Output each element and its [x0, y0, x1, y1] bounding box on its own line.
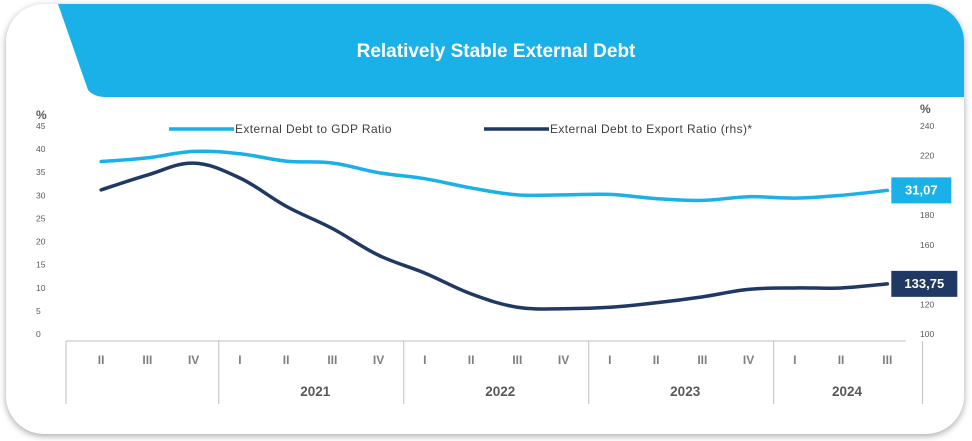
- left-tick-label: 10: [36, 283, 46, 293]
- title-banner: [58, 4, 964, 97]
- right-tick-label: 100: [920, 329, 934, 339]
- left-tick-label: 0: [36, 329, 41, 339]
- series-lines: [99, 149, 890, 311]
- legend-label-gdp: External Debt to GDP Ratio: [235, 122, 392, 136]
- quarter-label: I: [793, 353, 796, 367]
- quarter-label: I: [238, 353, 241, 367]
- legend: External Debt to GDP Ratio External Debt…: [169, 122, 752, 136]
- quarter-label: IV: [188, 353, 199, 367]
- quarter-label: II: [653, 353, 660, 367]
- quarter-label: III: [882, 353, 892, 367]
- year-label: 2021: [300, 384, 331, 399]
- left-tick-label: 5: [36, 306, 41, 316]
- year-label: 2024: [832, 384, 863, 399]
- left-tick-label: 30: [36, 190, 46, 200]
- left-tick-label: 15: [36, 260, 46, 270]
- quarter-label: II: [838, 353, 845, 367]
- right-tick-label: 160: [920, 240, 934, 250]
- legend-label-export: External Debt to Export Ratio (rhs)*: [550, 122, 752, 136]
- end-label-box: [891, 177, 952, 204]
- right-tick-label: 120: [920, 299, 934, 309]
- quarter-label: I: [608, 353, 611, 367]
- year-label: 2022: [485, 384, 515, 399]
- right-tick-label: 180: [920, 210, 934, 220]
- export-ratio-line: [99, 161, 890, 311]
- quarter-label: III: [512, 353, 522, 367]
- end-value-labels: 31,07 133,75: [891, 177, 958, 297]
- right-tick-label: 240: [920, 121, 934, 131]
- left-tick-label: 25: [36, 213, 46, 223]
- x-axis-categories: II III IV I II III IV I II III IV I II III IV I II III202…: [65, 340, 923, 404]
- end-label-text: 31,07: [905, 182, 938, 197]
- export-end-label: 133,75: [891, 270, 958, 297]
- left-axis-unit: %: [36, 108, 47, 122]
- chart-card: Relatively Stable External Debt % % Exte…: [6, 4, 964, 434]
- right-tick-label: 220: [920, 151, 934, 161]
- quarter-label: I: [423, 353, 426, 367]
- quarter-label: III: [697, 353, 707, 367]
- quarter-label: II: [283, 353, 290, 367]
- quarter-label: II: [98, 353, 105, 367]
- left-tick-label: 20: [36, 237, 46, 247]
- gdp-end-label: 31,07: [891, 177, 952, 204]
- gdp-ratio-line: [99, 149, 890, 203]
- right-axis-ticks: 100120140160180200220240: [920, 121, 934, 339]
- left-axis-ticks: 0 5 10 15 20 25 30 35 40 45: [36, 121, 46, 339]
- quarter-label: III: [142, 353, 152, 367]
- quarter-label: II: [468, 353, 475, 367]
- right-axis-unit: %: [920, 102, 931, 116]
- end-label-box: [891, 270, 958, 297]
- end-label-text: 133,75: [904, 276, 944, 291]
- left-tick-label: 40: [36, 144, 46, 154]
- quarter-label: IV: [558, 353, 569, 367]
- left-tick-label: 45: [36, 121, 46, 131]
- chart-title: Relatively Stable External Debt: [357, 41, 636, 62]
- year-label: 2023: [670, 384, 701, 399]
- left-tick-label: 35: [36, 167, 46, 177]
- chart-svg: Relatively Stable External Debt % % Exte…: [36, 4, 964, 404]
- quarter-label: IV: [743, 353, 754, 367]
- quarter-label: III: [327, 353, 337, 367]
- quarter-label: IV: [373, 353, 384, 367]
